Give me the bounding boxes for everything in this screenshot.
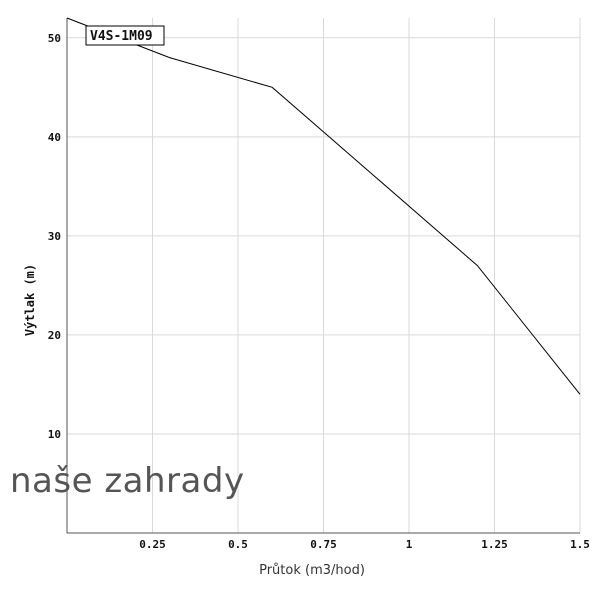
y-tick-label: 20 (48, 329, 61, 342)
plot-area (66, 18, 580, 534)
y-tick-label: 40 (48, 131, 61, 144)
x-tick-label: 1 (406, 538, 413, 551)
y-tick-label: 50 (48, 32, 61, 45)
series-lines (66, 17, 581, 395)
series-line (66, 17, 581, 395)
x-tick-label: 0.75 (310, 538, 337, 551)
x-axis-ticks: 0.25 0.5 0.75 1 1.25 1.5 (139, 538, 590, 551)
watermark-logo-text: naše zahrady (10, 461, 245, 501)
y-tick-label: 10 (48, 428, 61, 441)
legend: V4S-1M09 (85, 25, 165, 46)
y-tick-label: 30 (48, 230, 61, 243)
x-tick-label: 1.25 (481, 538, 508, 551)
legend-entry-label: V4S-1M09 (90, 29, 153, 44)
y-axis-ticks: 10 20 30 40 50 (48, 32, 61, 441)
x-axis-title: Průtok (m3/hod) (259, 563, 365, 578)
y-axis-title: Výtlak (m) (23, 264, 37, 336)
x-tick-label: 1.5 (570, 538, 590, 551)
x-tick-label: 0.25 (139, 538, 166, 551)
x-tick-label: 0.5 (228, 538, 248, 551)
legend-box (85, 25, 165, 46)
